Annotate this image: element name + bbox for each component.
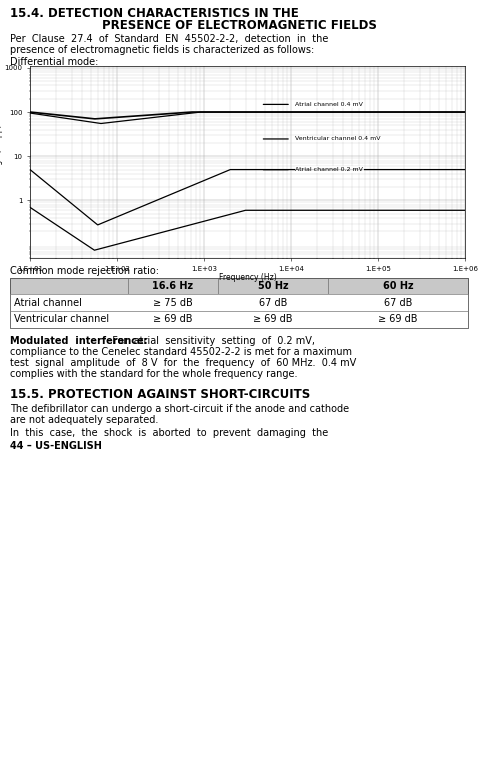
Text: Differential mode:: Differential mode: — [10, 57, 98, 67]
Text: The defibrillator can undergo a short-circuit if the anode and cathode: The defibrillator can undergo a short-ci… — [10, 404, 349, 414]
Bar — [10, 311, 468, 328]
Text: are not adequately separated.: are not adequately separated. — [10, 415, 158, 425]
Text: Atrial channel: Atrial channel — [14, 297, 82, 308]
Text: ≥ 69 dB: ≥ 69 dB — [378, 315, 418, 325]
Bar — [218, 278, 328, 294]
Text: For  atrial  sensitivity  setting  of  0.2 mV,: For atrial sensitivity setting of 0.2 mV… — [106, 336, 315, 346]
Text: Common mode rejection ratio:: Common mode rejection ratio: — [10, 266, 159, 276]
Y-axis label: EMI Voltage (mVpp): EMI Voltage (mVpp) — [0, 124, 3, 200]
Text: Atrial channel 0.2 mV: Atrial channel 0.2 mV — [295, 167, 363, 172]
Text: ≥ 69 dB: ≥ 69 dB — [153, 315, 193, 325]
Text: 60 Hz: 60 Hz — [383, 281, 413, 291]
Text: presence of electromagnetic fields is characterized as follows:: presence of electromagnetic fields is ch… — [10, 45, 314, 55]
Text: test  signal  amplitude  of  8 V  for  the  frequency  of  60 MHz.  0.4 mV: test signal amplitude of 8 V for the fre… — [10, 358, 356, 368]
Text: In  this  case,  the  shock  is  aborted  to  prevent  damaging  the: In this case, the shock is aborted to pr… — [10, 428, 328, 438]
Bar — [10, 278, 128, 294]
X-axis label: Frequency (Hz): Frequency (Hz) — [218, 273, 276, 282]
Text: 67 dB: 67 dB — [259, 297, 287, 308]
Text: ≥ 69 dB: ≥ 69 dB — [253, 315, 293, 325]
Text: 16.6 Hz: 16.6 Hz — [152, 281, 194, 291]
Text: 15.5. PROTECTION AGAINST SHORT-CIRCUITS: 15.5. PROTECTION AGAINST SHORT-CIRCUITS — [10, 388, 310, 401]
Text: Per  Clause  27.4  of  Standard  EN  45502-2-2,  detection  in  the: Per Clause 27.4 of Standard EN 45502-2-2… — [10, 34, 328, 44]
Bar — [328, 278, 468, 294]
Text: 67 dB: 67 dB — [384, 297, 412, 308]
Text: Ventricular channel 0.4 mV: Ventricular channel 0.4 mV — [295, 136, 381, 142]
Bar — [10, 278, 468, 328]
Text: compliance to the Cenelec standard 45502-2-2 is met for a maximum: compliance to the Cenelec standard 45502… — [10, 347, 352, 357]
Text: 50 Hz: 50 Hz — [258, 281, 288, 291]
Text: complies with the standard for the whole frequency range.: complies with the standard for the whole… — [10, 369, 297, 379]
Text: ≥ 75 dB: ≥ 75 dB — [153, 297, 193, 308]
Bar — [10, 294, 468, 311]
Bar — [128, 278, 218, 294]
Text: Ventricular channel: Ventricular channel — [14, 315, 109, 325]
Text: Modulated  interference:: Modulated interference: — [10, 336, 148, 346]
Text: 44 – US-ENGLISH: 44 – US-ENGLISH — [10, 441, 102, 451]
Text: Atrial channel 0.4 mV: Atrial channel 0.4 mV — [295, 102, 363, 107]
Text: 15.4. DETECTION CHARACTERISTICS IN THE: 15.4. DETECTION CHARACTERISTICS IN THE — [10, 7, 299, 20]
Text: PRESENCE OF ELECTROMAGNETIC FIELDS: PRESENCE OF ELECTROMAGNETIC FIELDS — [101, 19, 377, 32]
